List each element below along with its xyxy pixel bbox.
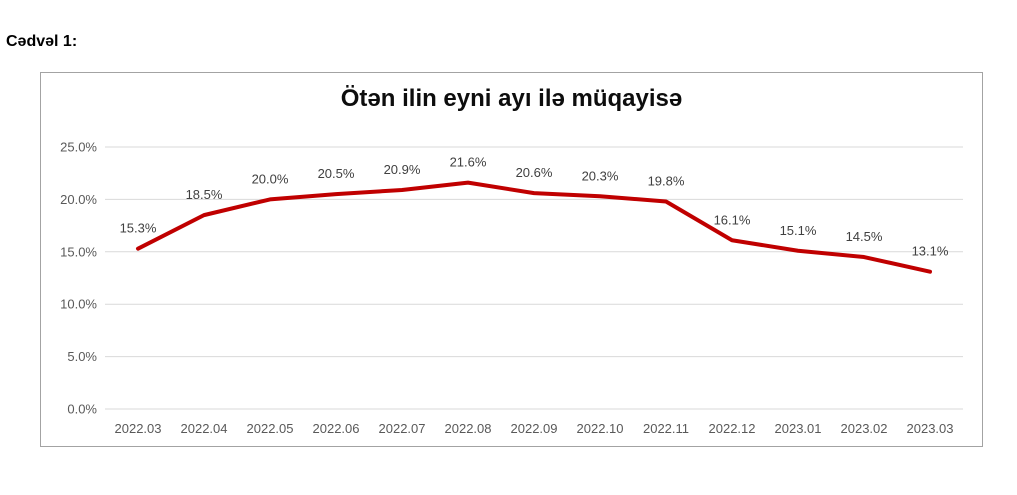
data-label: 13.1%	[912, 244, 949, 259]
data-label: 19.8%	[648, 173, 685, 188]
x-tick-label: 2022.10	[577, 421, 624, 436]
data-label: 15.3%	[120, 221, 157, 236]
data-label: 14.5%	[846, 229, 883, 244]
y-tick-label: 0.0%	[67, 402, 97, 417]
x-tick-label: 2022.08	[445, 421, 492, 436]
chart-frame: Ötən ilin eyni ayı ilə müqayisə 0.0% 5.0%…	[40, 72, 983, 447]
series-line	[136, 180, 932, 274]
data-label: 20.0%	[252, 171, 289, 186]
y-tick-label: 20.0%	[60, 192, 97, 207]
x-tick-label: 2022.04	[181, 421, 228, 436]
y-tick-label: 10.0%	[60, 297, 97, 312]
data-label: 21.6%	[450, 155, 487, 170]
y-tick-label: 15.0%	[60, 244, 97, 259]
x-tick-label: 2022.11	[643, 421, 689, 436]
line-chart: 0.0% 5.0% 10.0% 15.0% 20.0% 25.0% 2022.03 2022.…	[60, 140, 963, 436]
data-label: 20.5%	[318, 166, 355, 181]
x-tick-label: 2022.03	[115, 421, 162, 436]
data-label: 20.9%	[384, 162, 421, 177]
data-label: 15.1%	[780, 223, 817, 238]
x-tick-label: 2022.12	[709, 421, 756, 436]
x-tick-label: 2023.02	[841, 421, 888, 436]
data-label: 16.1%	[714, 212, 751, 227]
y-tick-label: 25.0%	[60, 140, 97, 155]
data-label: 20.3%	[582, 168, 619, 183]
y-tick-label: 5.0%	[67, 349, 97, 364]
table-caption: Cədvəl 1:	[6, 33, 78, 50]
x-tick-label: 2022.05	[247, 421, 294, 436]
data-label: 20.6%	[516, 165, 553, 180]
x-tick-label: 2022.07	[379, 421, 426, 436]
x-tick-label: 2023.03	[907, 421, 954, 436]
x-tick-label: 2023.01	[775, 421, 822, 436]
data-label: 18.5%	[186, 187, 223, 202]
x-tick-label: 2022.06	[313, 421, 360, 436]
x-tick-label: 2022.09	[511, 421, 558, 436]
chart-title: Ötən ilin eyni ayı ilə müqayisə	[340, 85, 683, 112]
